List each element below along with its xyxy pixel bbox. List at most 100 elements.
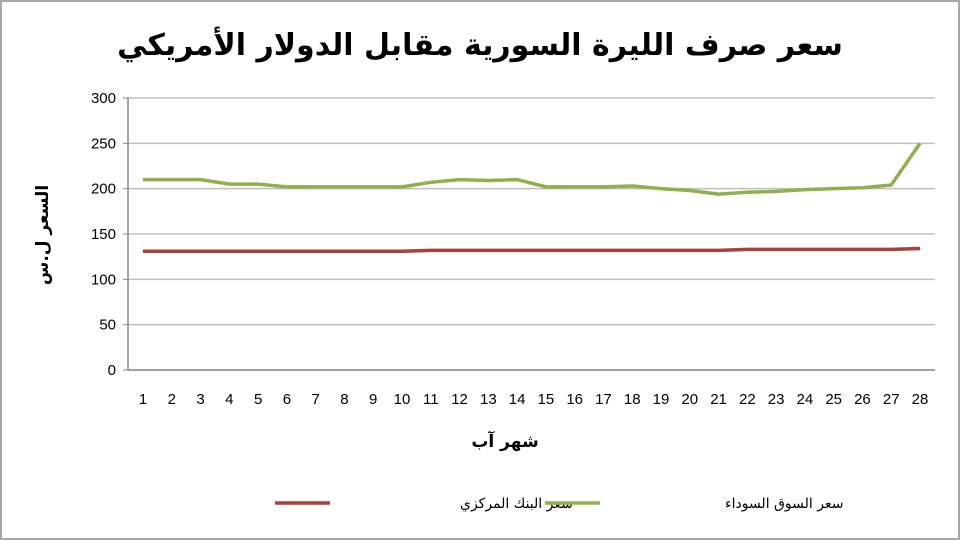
data-point — [833, 248, 835, 250]
data-point — [430, 181, 432, 183]
x-tick-label: 23 — [768, 391, 785, 408]
data-point — [200, 250, 202, 252]
data-point — [718, 193, 720, 195]
x-tick-label: 20 — [681, 391, 698, 408]
data-point — [545, 249, 547, 251]
data-point — [746, 248, 748, 250]
x-tick-label: 9 — [369, 391, 377, 408]
y-tick-label: 50 — [99, 317, 116, 334]
x-tick-label: 16 — [566, 391, 583, 408]
data-point — [746, 191, 748, 193]
data-point — [343, 250, 345, 252]
data-point — [689, 249, 691, 251]
x-tick-label: 24 — [797, 391, 814, 408]
data-point — [689, 189, 691, 191]
data-point — [602, 249, 604, 251]
data-point — [257, 250, 259, 252]
data-point — [487, 180, 489, 182]
x-tick-label: 10 — [394, 391, 411, 408]
chart-title: سعر صرف الليرة السورية مقابل الدولار الأ… — [117, 26, 843, 63]
data-point — [660, 249, 662, 251]
data-point — [257, 183, 259, 185]
y-tick-label: 250 — [91, 135, 116, 152]
data-point — [286, 186, 288, 188]
data-point — [804, 189, 806, 191]
y-tick-label: 300 — [91, 90, 116, 107]
data-point — [574, 186, 576, 188]
x-tick-label: 17 — [595, 391, 612, 408]
x-tick-label: 27 — [883, 391, 900, 408]
data-point — [919, 248, 921, 250]
data-point — [171, 250, 173, 252]
data-point — [228, 183, 230, 185]
data-point — [200, 179, 202, 181]
data-point — [660, 188, 662, 190]
legend-label: سعر البنك المركزي — [460, 496, 573, 512]
y-tick-label: 100 — [91, 271, 116, 288]
data-point — [574, 249, 576, 251]
data-point — [372, 186, 374, 188]
data-point — [228, 250, 230, 252]
data-point — [459, 249, 461, 251]
y-axis-label: السعر ل.س — [33, 185, 53, 285]
x-tick-label: 21 — [710, 391, 727, 408]
data-point — [775, 190, 777, 192]
data-point — [775, 248, 777, 250]
legend-label: سعر السوق السوداء — [725, 496, 843, 512]
series-line — [143, 246, 921, 253]
data-point — [459, 179, 461, 181]
x-tick-label: 25 — [825, 391, 842, 408]
data-point — [516, 249, 518, 251]
data-point — [516, 179, 518, 181]
data-point — [142, 250, 144, 252]
x-tick-label: 1 — [139, 391, 147, 408]
data-point — [602, 186, 604, 188]
y-tick-label: 150 — [91, 226, 116, 243]
data-point — [861, 248, 863, 250]
x-tick-label: 7 — [311, 391, 319, 408]
data-point — [430, 249, 432, 251]
data-point — [343, 186, 345, 188]
y-tick-label: 0 — [108, 362, 116, 379]
x-tick-label: 19 — [653, 391, 670, 408]
x-tick-label: 12 — [451, 391, 468, 408]
data-point — [142, 179, 144, 181]
data-point — [804, 248, 806, 250]
x-tick-label: 3 — [196, 391, 204, 408]
series-line — [143, 142, 922, 196]
y-tick-label: 200 — [91, 181, 116, 198]
x-tick-label: 5 — [254, 391, 262, 408]
data-point — [315, 250, 317, 252]
data-point — [171, 179, 173, 181]
data-point — [372, 250, 374, 252]
x-tick-label: 26 — [854, 391, 871, 408]
x-tick-label: 6 — [283, 391, 291, 408]
x-tick-label: 2 — [168, 391, 176, 408]
x-tick-label: 8 — [340, 391, 348, 408]
data-point — [833, 188, 835, 190]
x-tick-label: 13 — [480, 391, 497, 408]
data-point — [890, 248, 892, 250]
x-tick-label: 15 — [538, 391, 555, 408]
data-point — [315, 186, 317, 188]
data-point — [631, 185, 633, 187]
data-point — [286, 250, 288, 252]
data-point — [919, 142, 921, 144]
x-tick-label: 4 — [225, 391, 233, 408]
data-point — [890, 184, 892, 186]
data-point — [487, 249, 489, 251]
data-point — [545, 186, 547, 188]
x-tick-label: 14 — [509, 391, 526, 408]
data-point — [401, 250, 403, 252]
x-tick-label: 18 — [624, 391, 641, 408]
x-axis-label: شهر آب — [471, 430, 538, 452]
data-point — [718, 249, 720, 251]
data-point — [631, 249, 633, 251]
x-tick-label: 22 — [739, 391, 756, 408]
x-tick-label: 11 — [423, 391, 439, 408]
x-tick-label: 28 — [912, 391, 929, 408]
data-point — [861, 187, 863, 189]
data-point — [401, 186, 403, 188]
